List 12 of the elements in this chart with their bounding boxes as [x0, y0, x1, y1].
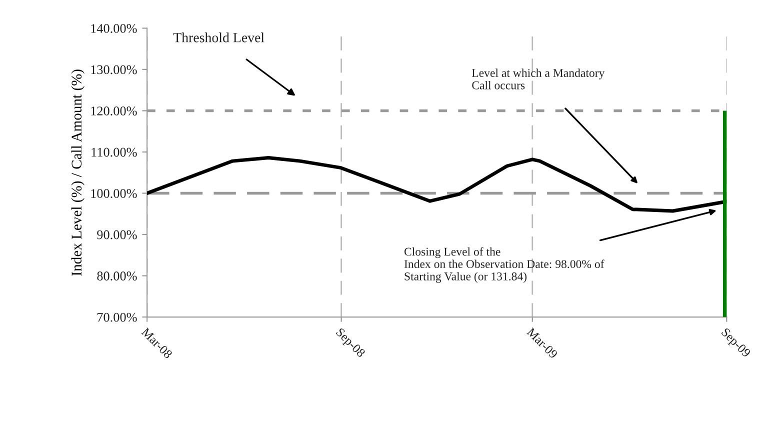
- y-axis-title: Index Level (%) / Call Amount (%): [71, 70, 84, 276]
- y-tick-label: 130.00%: [91, 65, 137, 74]
- y-tick-label: 100.00%: [91, 189, 137, 198]
- annotation: Threshold Level: [173, 32, 264, 42]
- y-tick-label: 140.00%: [91, 24, 137, 33]
- y-tick-label: 110.00%: [92, 148, 137, 157]
- y-tick-label: 70.00%: [98, 312, 137, 322]
- y-tick-label: 80.00%: [97, 272, 137, 281]
- annotation: Level at which a Mandatory Call occurs: [472, 68, 605, 90]
- y-tick-label: 90.00%: [97, 230, 137, 240]
- y-tick-label: 120.00%: [91, 106, 137, 116]
- annotation: Closing Level of the Index on the Observation Date: 98.00% of Starting Value (or 131.84): [404, 247, 604, 283]
